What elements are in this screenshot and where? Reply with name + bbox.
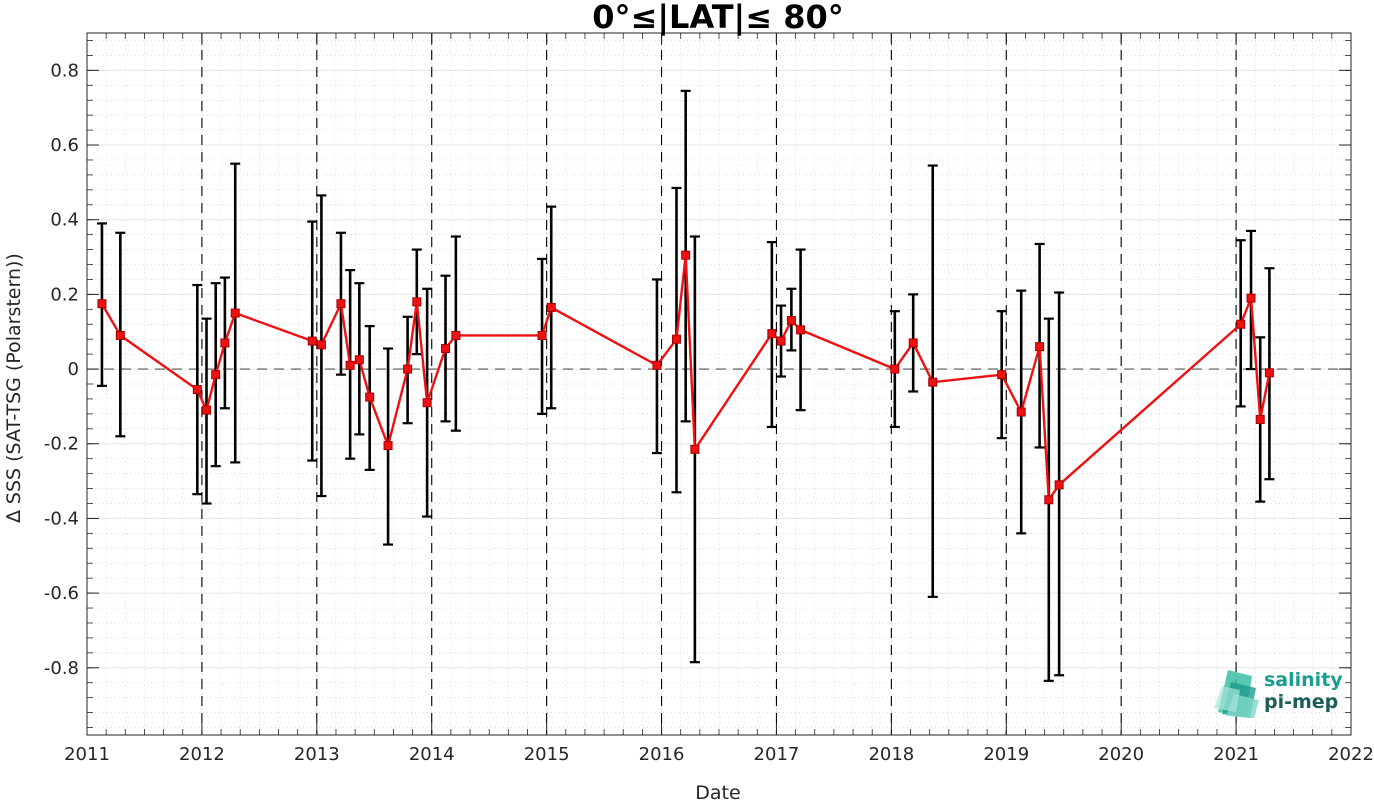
data-point-marker — [365, 392, 375, 402]
data-point-marker — [1016, 407, 1026, 417]
data-point-marker — [383, 441, 393, 451]
x-tick-label: 2014 — [409, 744, 455, 765]
x-tick-label: 2019 — [983, 744, 1029, 765]
data-point-marker — [1035, 342, 1045, 352]
data-point-marker — [796, 325, 806, 335]
data-point-marker — [997, 370, 1007, 380]
data-point-marker — [537, 330, 547, 340]
data-point-marker — [1044, 495, 1054, 505]
data-point-marker — [220, 338, 230, 348]
y-tick-label: -0.8 — [44, 658, 79, 679]
y-tick-labels: -0.8 -0.6 -0.4 -0.2 0 0.2 0.4 0.6 0.8 — [44, 60, 79, 678]
data-point-marker — [690, 444, 700, 454]
x-tick-label: 2021 — [1213, 744, 1259, 765]
salinity-pi-mep-logo: salinity pi-mep — [1214, 669, 1343, 718]
data-point-marker — [767, 329, 777, 339]
data-point-marker — [1255, 414, 1265, 424]
data-point-marker — [202, 405, 212, 415]
y-tick-label: 0.4 — [50, 210, 79, 231]
data-point-marker — [451, 330, 461, 340]
data-point-marker — [354, 355, 364, 365]
axis-ticks — [86, 33, 1352, 735]
data-point-marker — [345, 360, 355, 370]
x-tick-label: 2012 — [179, 744, 225, 765]
y-tick-label: 0.2 — [50, 284, 79, 305]
y-tick-label: -0.6 — [44, 583, 79, 604]
data-point-marker — [115, 330, 125, 340]
x-tick-label: 2017 — [754, 744, 800, 765]
data-point-marker — [211, 370, 221, 380]
x-tick-labels: 2011 2012 2013 2014 2015 2016 2017 2018 2019 2020… — [64, 744, 1374, 765]
data-point-marker — [336, 299, 346, 309]
data-point-marker — [412, 297, 422, 307]
x-axis-label: Date — [695, 782, 740, 801]
x-tick-label: 2013 — [294, 744, 340, 765]
y-tick-label: 0.8 — [50, 60, 79, 81]
y-tick-label: 0.6 — [50, 135, 79, 156]
data-point-marker — [908, 338, 918, 348]
year-dashed-lines — [201, 33, 1237, 735]
data-point-marker — [403, 364, 413, 374]
data-point-marker — [928, 377, 938, 387]
logo-text-salinity: salinity — [1264, 669, 1343, 691]
data-point-marker — [97, 299, 107, 309]
data-point-marker — [671, 334, 681, 344]
data-point-marker — [786, 316, 796, 326]
x-tick-label: 2020 — [1098, 744, 1144, 765]
data-point-marker — [776, 336, 786, 346]
minor-grid — [87, 33, 1351, 735]
data-point-marker — [441, 344, 451, 354]
data-point-marker — [1246, 293, 1256, 303]
data-point-marker — [1236, 319, 1246, 329]
x-tick-label: 2016 — [639, 744, 685, 765]
x-tick-label: 2022 — [1328, 744, 1374, 765]
data-point-marker — [316, 340, 326, 350]
x-tick-label: 2018 — [868, 744, 914, 765]
data-point-marker — [230, 308, 240, 318]
data-point-marker — [1054, 480, 1064, 490]
y-axis-label: ∆ SSS (SAT-TSG (Polarstern)) — [3, 253, 25, 524]
data-point-marker — [422, 398, 432, 408]
y-tick-label: -0.4 — [44, 508, 79, 529]
data-point-marker — [192, 385, 202, 395]
data-point-marker — [652, 360, 662, 370]
y-tick-label: -0.2 — [44, 434, 79, 455]
data-point-marker — [1264, 368, 1274, 378]
y-tick-label: 0 — [68, 359, 79, 380]
x-tick-label: 2011 — [64, 744, 110, 765]
wave-logo-icon — [1214, 670, 1259, 718]
data-point-marker — [307, 336, 317, 346]
data-point-marker — [890, 364, 900, 374]
series-markers — [97, 250, 1274, 505]
chart-title: 0°≤|LAT|≤ 80° — [592, 0, 843, 37]
logo-text-pi-mep: pi-mep — [1264, 691, 1338, 713]
data-point-marker — [546, 302, 556, 312]
x-tick-label: 2015 — [524, 744, 570, 765]
data-point-marker — [681, 250, 691, 260]
